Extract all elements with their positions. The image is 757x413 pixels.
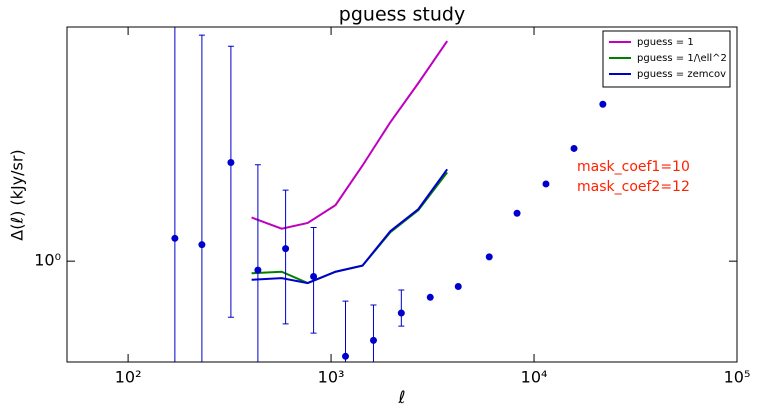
data-point (542, 180, 550, 188)
y-tick-label: 10⁰ (34, 251, 61, 270)
data-point (454, 283, 462, 291)
data-point (310, 272, 318, 280)
legend-box (602, 30, 731, 88)
annotation: mask_coef1=10 (577, 159, 690, 175)
data-point (198, 241, 206, 249)
data-point (227, 159, 235, 167)
series-line (251, 40, 448, 230)
error-bar (198, 34, 205, 362)
error-bar (227, 45, 234, 318)
x-tick-label: 10³ (318, 368, 345, 387)
axes-frame (66, 26, 738, 363)
error-bar (254, 164, 261, 362)
error-bar (370, 304, 377, 362)
data-point (426, 293, 434, 301)
x-tick-label: 10⁴ (521, 368, 548, 387)
legend-label: pguess = 1 (637, 37, 694, 48)
x-axis-label: ℓ (397, 388, 405, 408)
data-point (171, 234, 179, 242)
data-point (397, 309, 405, 317)
error-bar (174, 27, 176, 362)
legend-label: pguess = 1/\ell^2 (637, 53, 727, 64)
y-axis-label: Δ(ℓ) (kJy/sr) (8, 149, 27, 240)
data-point (369, 336, 377, 344)
data-point (513, 209, 521, 217)
data-point (485, 253, 493, 261)
data-point (570, 144, 578, 152)
data-point (282, 245, 290, 253)
plot-area (171, 27, 607, 362)
data-point (254, 266, 262, 274)
legend-label: pguess = zemcov (637, 69, 726, 80)
data-point (342, 352, 350, 360)
error-bar (398, 289, 405, 327)
chart-title: pguess study (339, 4, 465, 26)
annotation: mask_coef2=12 (577, 179, 690, 195)
x-tick-label: 10⁵ (724, 368, 751, 387)
error-bar (282, 189, 289, 325)
x-tick-label: 10² (115, 368, 142, 387)
error-bar (310, 227, 317, 334)
data-point (599, 100, 607, 108)
